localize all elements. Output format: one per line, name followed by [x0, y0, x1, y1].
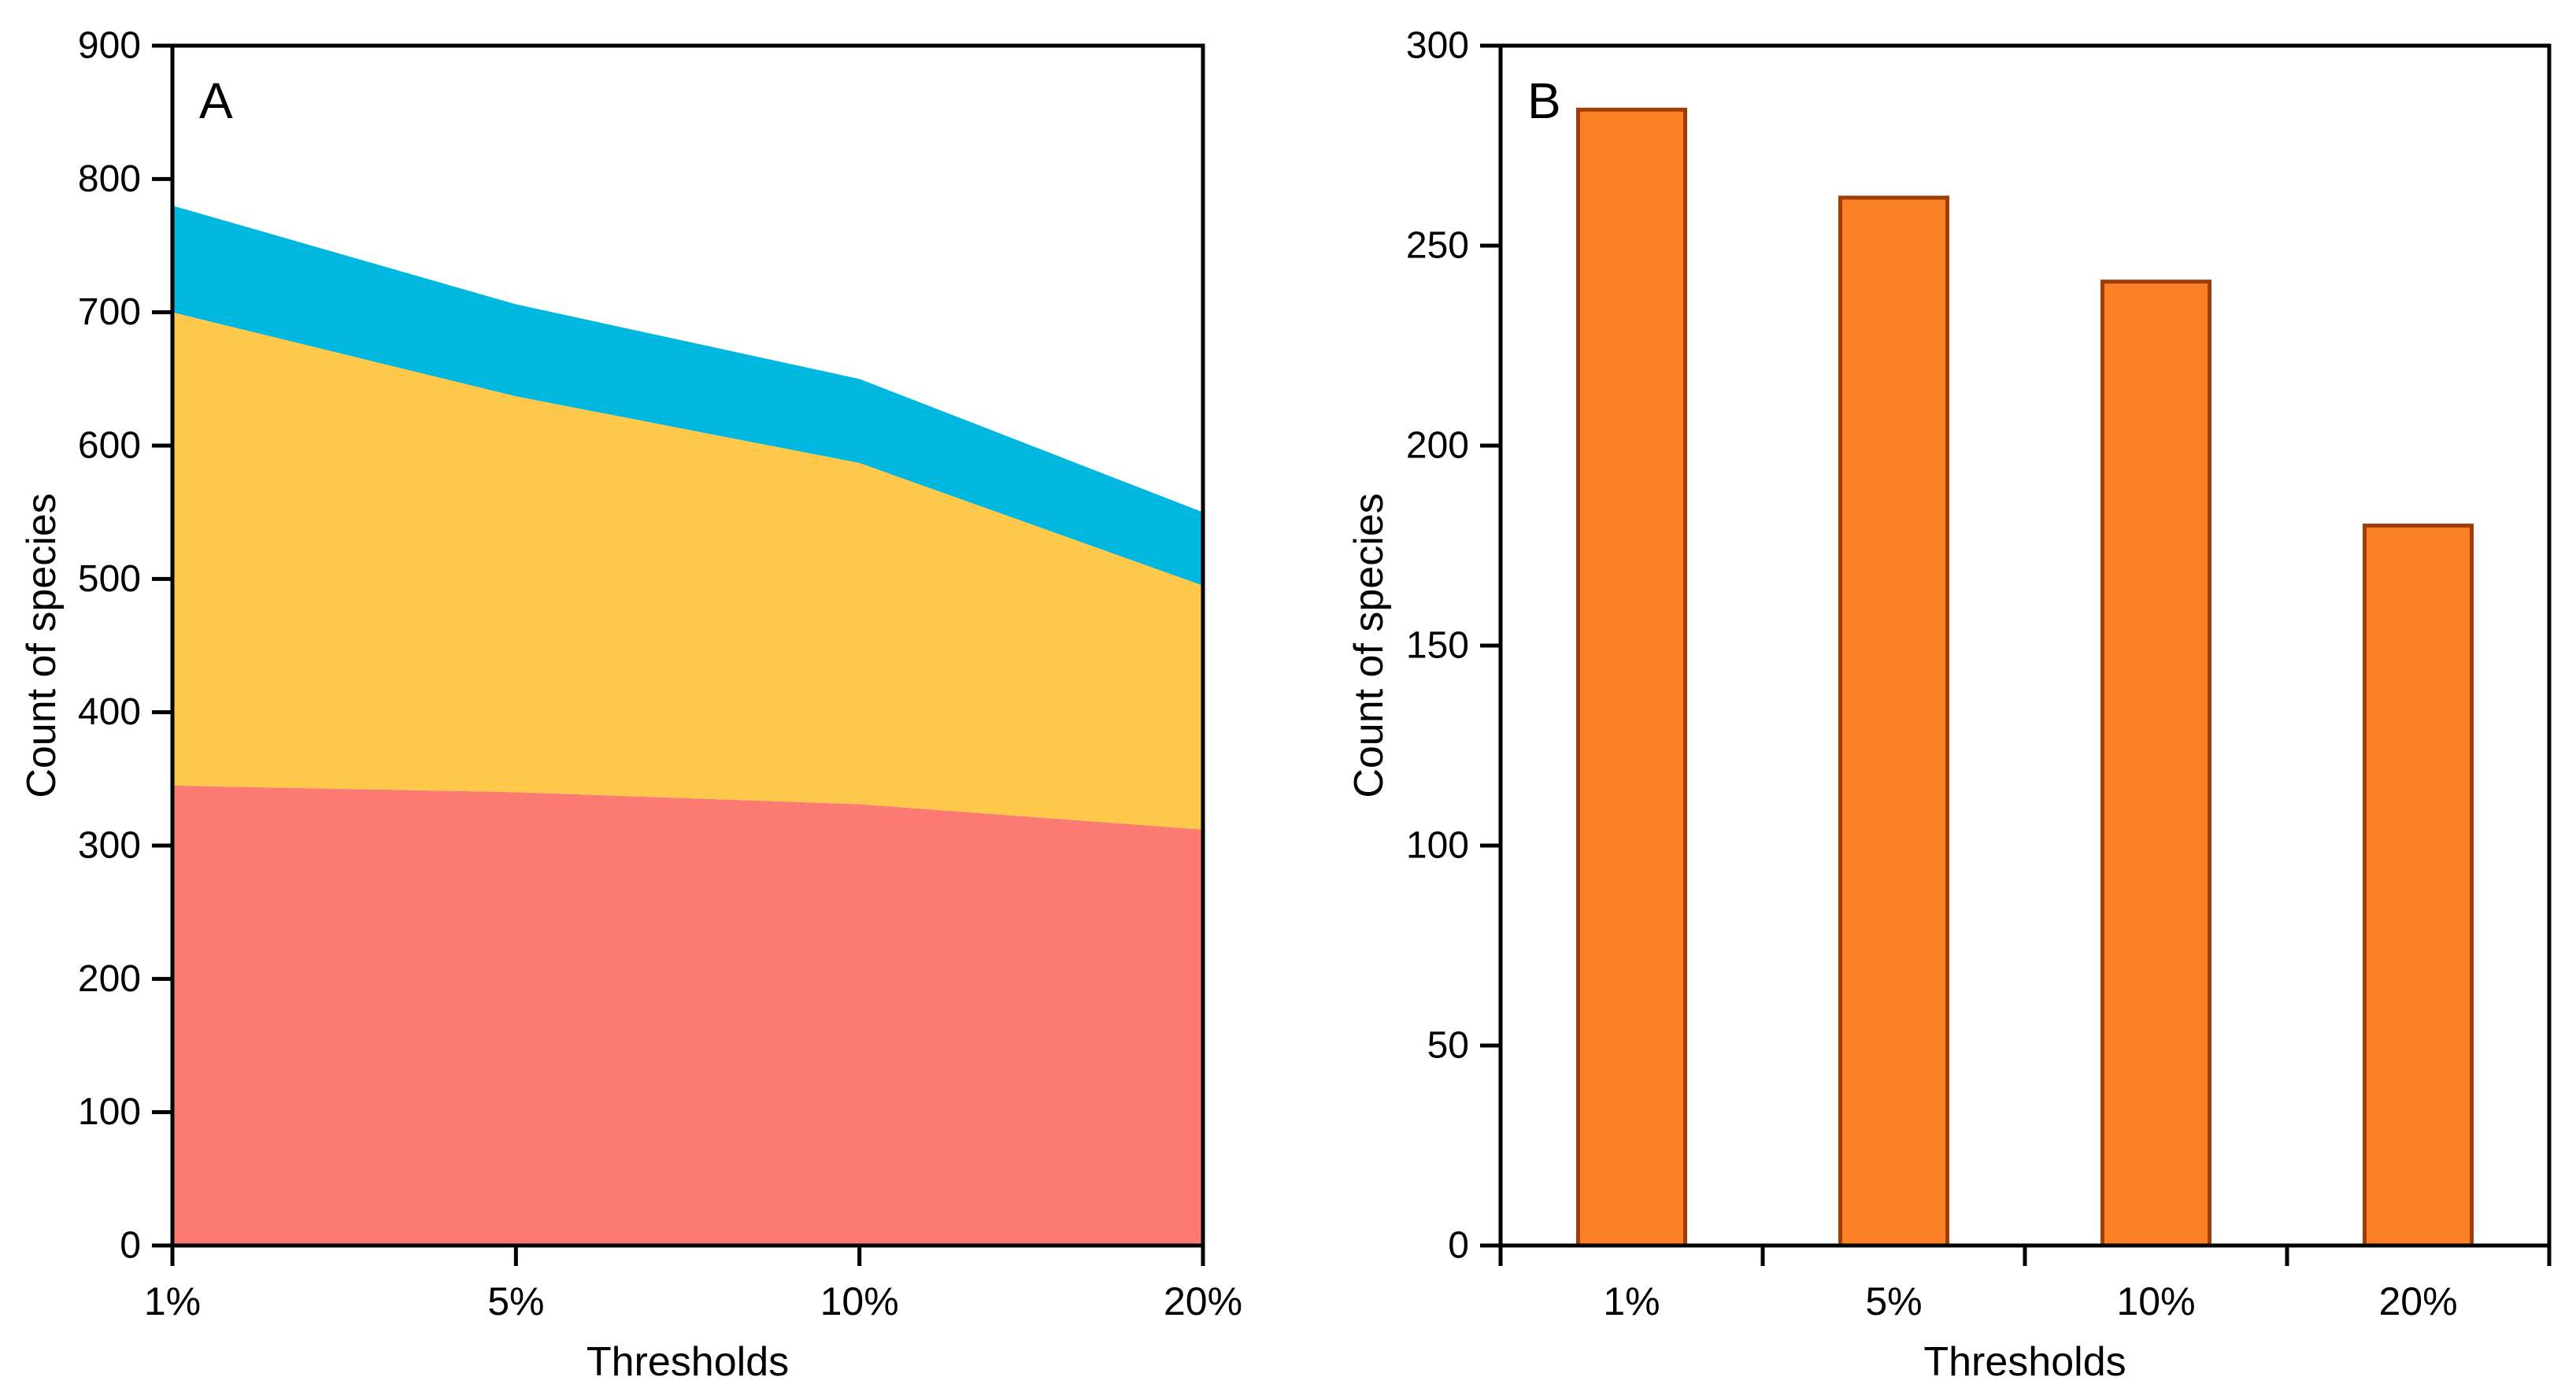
y-tick-label: 250 — [1406, 225, 1469, 267]
bar-1% — [1576, 107, 1687, 1248]
y-tick-label: 50 — [1427, 1025, 1469, 1067]
y-tick-label: 300 — [78, 825, 141, 867]
x-tick-label: 10% — [2116, 1279, 2195, 1323]
y-tick-label: 600 — [78, 425, 141, 467]
y-tick-label: 800 — [78, 158, 141, 200]
plot-frame — [170, 43, 1205, 1248]
x-tick-label: 1% — [1603, 1279, 1660, 1323]
x-tick-label: 1% — [144, 1279, 201, 1323]
y-tick-label: 0 — [1448, 1225, 1469, 1267]
x-axis-title: Thresholds — [587, 1339, 789, 1385]
y-tick-label: 900 — [78, 25, 141, 67]
bar-5% — [1838, 195, 1949, 1248]
x-tick-label: 20% — [2378, 1279, 2457, 1323]
y-tick-label: 200 — [1406, 425, 1469, 467]
x-tick-label: 10% — [820, 1279, 899, 1323]
area-series-yellow-middle — [172, 312, 1203, 830]
x-axis-title: Thresholds — [1923, 1339, 2126, 1385]
y-tick-label: 150 — [1406, 625, 1469, 667]
panel-letter: A — [199, 72, 233, 129]
panel-b-chart: 1% 5% 10% 20% 0 50 100 150 200 250 300 Thresholds Co… — [1346, 25, 2552, 1385]
y-tick-label: 400 — [78, 691, 141, 733]
y-axis-title: Count of species — [19, 493, 65, 798]
y-tick-label: 200 — [78, 958, 141, 1000]
y-axis-title: Count of species — [1346, 493, 1392, 798]
bar-10% — [2100, 279, 2211, 1248]
x-tick-label: 5% — [487, 1279, 544, 1323]
x-tick-label: 20% — [1164, 1279, 1242, 1323]
area-series-blue-top — [172, 205, 1203, 586]
panel-letter: B — [1527, 72, 1561, 129]
panel-a-chart: 1% 5% 10% 20% 0 100 200 300 400 500 600 700 800 900 Th… — [19, 25, 1242, 1386]
y-tick-label: 100 — [78, 1091, 141, 1133]
y-tick-label: 100 — [1406, 825, 1469, 867]
bar-20% — [2363, 524, 2474, 1248]
plot-frame — [1498, 43, 2552, 1248]
y-tick-label: 0 — [120, 1225, 141, 1267]
y-tick-label: 500 — [78, 558, 141, 600]
x-tick-label: 5% — [1865, 1279, 1922, 1323]
area-series-red-bottom — [172, 785, 1203, 1245]
y-tick-label: 300 — [1406, 25, 1469, 67]
y-tick-label: 700 — [78, 291, 141, 333]
